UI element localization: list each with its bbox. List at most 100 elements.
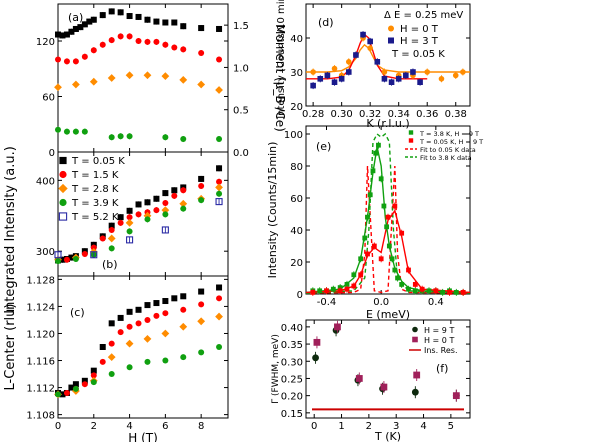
panel-d-legend-swatch: [388, 37, 394, 44]
data-point: [143, 334, 152, 343]
panel-e-legend-swatch: [408, 138, 414, 143]
data-point: [117, 9, 124, 16]
data-point: [380, 383, 388, 391]
data-point: [54, 251, 62, 259]
data-point: [180, 205, 187, 212]
data-point: [399, 282, 405, 287]
panel-e-xlabel: E (meV): [366, 308, 410, 321]
data-point: [135, 320, 142, 327]
panel-d-legend-swatch: [388, 25, 394, 32]
panel-c-ytick-label: 1.108: [26, 411, 55, 422]
data-point: [108, 320, 115, 327]
data-point: [107, 353, 116, 362]
data-point: [90, 244, 97, 251]
data-point: [68, 254, 75, 261]
data-point: [216, 165, 223, 172]
data-point: [161, 329, 170, 338]
data-point: [81, 251, 88, 258]
data-point: [59, 256, 66, 263]
data-point: [344, 286, 350, 292]
data-point: [144, 316, 151, 323]
data-point: [162, 200, 169, 207]
fit-line: [305, 165, 471, 294]
data-point: [337, 288, 343, 294]
data-point: [161, 72, 170, 81]
data-point: [86, 18, 93, 25]
data-point: [63, 389, 70, 396]
data-point: [125, 218, 134, 227]
data-point: [117, 133, 124, 140]
data-point: [324, 72, 331, 79]
data-point: [68, 384, 75, 391]
data-point: [99, 235, 106, 242]
data-point: [108, 37, 115, 44]
data-point: [99, 344, 106, 350]
data-point: [107, 234, 116, 243]
data-point: [180, 354, 187, 361]
data-point: [144, 38, 151, 45]
data-point: [197, 317, 206, 326]
panel-f-xlabel: T (K): [374, 430, 401, 442]
data-point: [338, 76, 345, 82]
data-point: [143, 211, 152, 220]
panel-a-y2tick-label: 0.5: [233, 106, 249, 117]
data-point: [108, 245, 115, 252]
data-point: [153, 312, 160, 319]
panel-d-ytick-label: 30: [290, 68, 303, 79]
panel-e-legend-entry: Fit to 3.8 K data: [420, 154, 472, 162]
data-point: [433, 288, 439, 294]
data-point: [72, 381, 79, 388]
data-point: [381, 76, 388, 82]
panel-d-xtick-label: 0.34: [388, 109, 410, 120]
series-d-1: [310, 31, 423, 90]
data-point: [90, 372, 97, 379]
data-point: [406, 267, 411, 273]
panel-e-xtick-label: 0.0: [373, 297, 389, 308]
data-point: [386, 243, 392, 249]
data-point: [171, 187, 178, 194]
data-point: [216, 284, 223, 291]
data-point: [365, 251, 370, 257]
panel-b-ytick-label: 400: [36, 176, 55, 187]
panel-e-ytick-label: 100: [284, 130, 303, 141]
panel-f-xtick-label: 0: [311, 421, 317, 432]
data-point: [99, 358, 106, 365]
data-point: [77, 24, 84, 31]
panel-e-ytick-label: 80: [290, 162, 303, 173]
panel-a-ytick-label: 120: [36, 37, 55, 48]
data-point: [367, 192, 373, 198]
data-point: [453, 290, 459, 295]
data-point: [399, 230, 405, 236]
series-e-1: [310, 202, 466, 296]
panel-f-legend-entry: H = 0 T: [424, 336, 454, 345]
data-point: [392, 203, 398, 209]
panel-e-legend-entry: T = 3.8 K, H = 9 T: [419, 130, 479, 138]
panel-f-xtick-label: 5: [448, 421, 454, 432]
data-point: [370, 168, 376, 174]
series-c-0: [55, 284, 223, 398]
data-point: [381, 69, 388, 75]
series-b-4: [54, 198, 223, 259]
data-point: [355, 375, 363, 382]
series-c-3: [55, 344, 223, 398]
panel-d-xtick-label: 0.32: [359, 109, 381, 120]
panel-d-ytick-label: 20: [290, 102, 303, 113]
panel-d-legend-entry: H = 3 T: [400, 36, 439, 47]
data-point: [395, 76, 402, 82]
data-point: [108, 134, 115, 141]
data-point: [381, 203, 387, 209]
data-point: [153, 195, 160, 202]
data-point: [180, 23, 187, 30]
data-point: [216, 136, 223, 143]
data-point: [63, 256, 70, 263]
panel-d-annotation: T = 0.05 K: [391, 49, 445, 60]
data-point: [153, 18, 160, 25]
data-point: [72, 128, 79, 135]
data-point: [90, 379, 97, 386]
data-point: [179, 75, 188, 84]
data-point: [216, 178, 223, 185]
data-point: [412, 288, 418, 294]
data-point: [180, 136, 187, 143]
series-b-1: [55, 178, 223, 264]
